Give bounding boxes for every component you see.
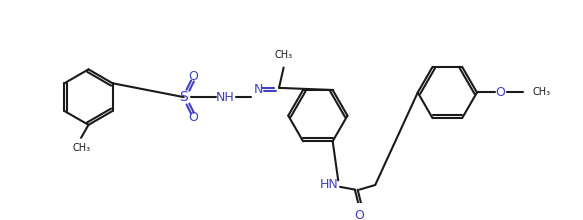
- Text: O: O: [495, 86, 505, 99]
- Text: CH₃: CH₃: [275, 50, 293, 60]
- Text: HN: HN: [319, 178, 338, 191]
- Text: O: O: [188, 111, 198, 124]
- Text: NH: NH: [216, 91, 235, 104]
- Text: CH₃: CH₃: [532, 88, 550, 97]
- Text: O: O: [354, 209, 364, 220]
- Text: CH₃: CH₃: [72, 143, 90, 153]
- Text: N: N: [254, 83, 264, 96]
- Text: S: S: [180, 90, 188, 104]
- Text: O: O: [188, 70, 198, 83]
